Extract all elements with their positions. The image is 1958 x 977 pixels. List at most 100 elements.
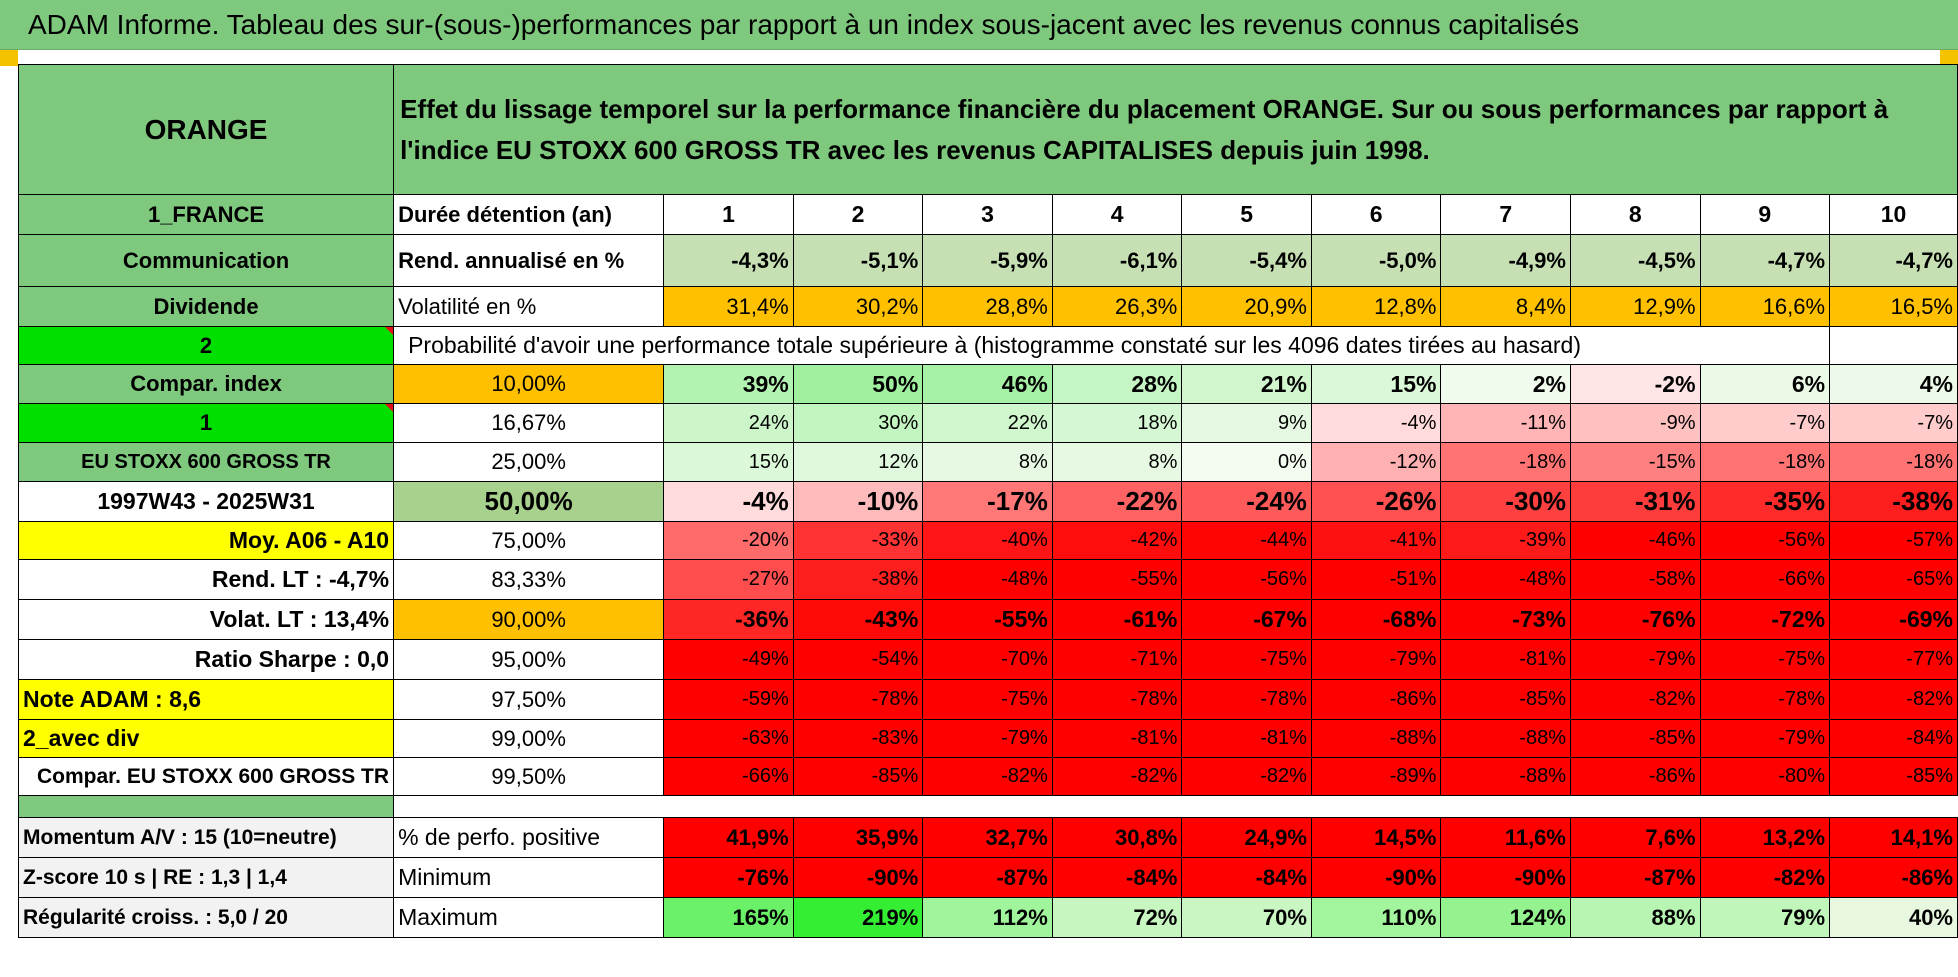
option-selector-1[interactable]: 2	[17, 326, 395, 365]
quantile-value: -79%	[1569, 639, 1701, 680]
quantile-value: 4%	[1829, 364, 1958, 404]
return-value: -4,9%	[1440, 234, 1571, 287]
quantile-value: -76%	[1569, 599, 1701, 640]
maximum-value: 124%	[1440, 897, 1571, 938]
corner-marker-right	[1940, 50, 1958, 66]
quantile-value: -2%	[1569, 364, 1701, 404]
sharpe-ratio-label: Ratio Sharpe : 0,0	[17, 639, 395, 680]
volatility-value: 20,9%	[1181, 286, 1312, 327]
quantile-value: 18%	[1051, 403, 1183, 443]
quantile-value: -12%	[1310, 442, 1442, 482]
positive-share-value: 24,9%	[1181, 817, 1312, 858]
year-header: 4	[1051, 194, 1183, 235]
volatility-value: 16,6%	[1699, 286, 1831, 327]
return-value: -6,1%	[1051, 234, 1183, 287]
quantile-value: -22%	[1051, 481, 1183, 522]
quantile-value: -82%	[1829, 679, 1958, 720]
quantile-value: -9%	[1569, 403, 1701, 443]
quantile-label: 75,00%	[393, 521, 665, 560]
minimum-value: -87%	[1569, 857, 1701, 898]
zscore-label: Z-score 10 s | RE : 1,3 | 1,4	[17, 857, 395, 898]
long-term-volatility-label: Volat. LT : 13,4%	[17, 599, 395, 640]
year-header: 1	[663, 194, 794, 235]
maximum-value: 165%	[663, 897, 794, 938]
volatility-value: 16,5%	[1829, 286, 1958, 327]
quantile-value: -81%	[1440, 639, 1571, 680]
quantile-value: -82%	[922, 757, 1053, 796]
quantile-value: -81%	[1181, 719, 1312, 758]
quantile-value: -7%	[1699, 403, 1831, 443]
quantile-value: 15%	[663, 442, 794, 482]
table-description: Effet du lissage temporel sur la perform…	[393, 64, 1958, 195]
year-header: 8	[1569, 194, 1701, 235]
quantile-label: 25,00%	[393, 442, 665, 482]
country-label: 1_FRANCE	[17, 194, 395, 235]
quantile-value: -71%	[1051, 639, 1183, 680]
quantile-label: 83,33%	[393, 559, 665, 600]
quantile-value: -88%	[1440, 719, 1571, 758]
quantile-value: -36%	[663, 599, 794, 640]
quantile-value: -78%	[792, 679, 924, 720]
quantile-value: -7%	[1829, 403, 1958, 443]
quantile-value: -30%	[1440, 481, 1571, 522]
quantile-value: 0%	[1181, 442, 1312, 482]
volatility-value: 28,8%	[922, 286, 1053, 327]
volatility-value: 31,4%	[663, 286, 794, 327]
quantile-value: -82%	[1051, 757, 1183, 796]
quantile-value: 12%	[792, 442, 924, 482]
minimum-value: -90%	[1310, 857, 1442, 898]
quantile-value: -89%	[1310, 757, 1442, 796]
period-label: 1997W43 - 2025W31	[17, 481, 395, 522]
year-header: 6	[1310, 194, 1442, 235]
quantile-value: -67%	[1181, 599, 1312, 640]
empty-cell	[1829, 326, 1958, 365]
quantile-value: -42%	[1051, 521, 1183, 560]
quantile-value: -68%	[1310, 599, 1442, 640]
minimum-value: -84%	[1181, 857, 1312, 898]
year-header: 10	[1829, 194, 1958, 235]
quantile-label: 16,67%	[393, 403, 665, 443]
option-selector-2[interactable]: 1	[17, 403, 395, 443]
quantile-value: -33%	[792, 521, 924, 560]
quantile-value: -10%	[792, 481, 924, 522]
quantile-label: 95,00%	[393, 639, 665, 680]
maximum-value: 79%	[1699, 897, 1831, 938]
quantile-value: -44%	[1181, 521, 1312, 560]
report-title: ADAM Informe. Tableau des sur-(sous-)per…	[0, 0, 1958, 50]
quantile-value: -69%	[1829, 599, 1958, 640]
quantile-label: 99,00%	[393, 719, 665, 758]
quantile-value: -72%	[1699, 599, 1831, 640]
maximum-value: 72%	[1051, 897, 1183, 938]
quantile-value: 15%	[1310, 364, 1442, 404]
quantile-value: -81%	[1051, 719, 1183, 758]
maximum-label: Maximum	[393, 897, 665, 938]
adam-score-label: Note ADAM : 8,6	[17, 679, 395, 720]
minimum-value: -82%	[1699, 857, 1831, 898]
quantile-value: -88%	[1310, 719, 1442, 758]
positive-share-value: 13,2%	[1699, 817, 1831, 858]
index-name-label: EU STOXX 600 GROSS TR	[17, 442, 395, 482]
year-header: 9	[1699, 194, 1831, 235]
quantile-value: 50%	[792, 364, 924, 404]
quantile-value: 39%	[663, 364, 794, 404]
minimum-value: -84%	[1051, 857, 1183, 898]
minimum-value: -86%	[1829, 857, 1958, 898]
dividend-label: Dividende	[17, 286, 395, 327]
minimum-value: -90%	[1440, 857, 1571, 898]
quantile-value: -73%	[1440, 599, 1571, 640]
quantile-value: 8%	[922, 442, 1053, 482]
quantile-label: 90,00%	[393, 599, 665, 640]
quantile-label: 99,50%	[393, 757, 665, 796]
quantile-value: -18%	[1829, 442, 1958, 482]
positive-share-value: 35,9%	[792, 817, 924, 858]
volatility-value: 12,8%	[1310, 286, 1442, 327]
positive-share-value: 30,8%	[1051, 817, 1183, 858]
spacer-row	[393, 795, 1958, 818]
volatility-value: 12,9%	[1569, 286, 1701, 327]
quantile-value: -51%	[1310, 559, 1442, 600]
minimum-value: -90%	[792, 857, 924, 898]
return-value: -4,3%	[663, 234, 794, 287]
quantile-value: -24%	[1181, 481, 1312, 522]
positive-share-value: 14,1%	[1829, 817, 1958, 858]
performance-table: ORANGE Effet du lissage temporel sur la …	[17, 64, 1958, 938]
